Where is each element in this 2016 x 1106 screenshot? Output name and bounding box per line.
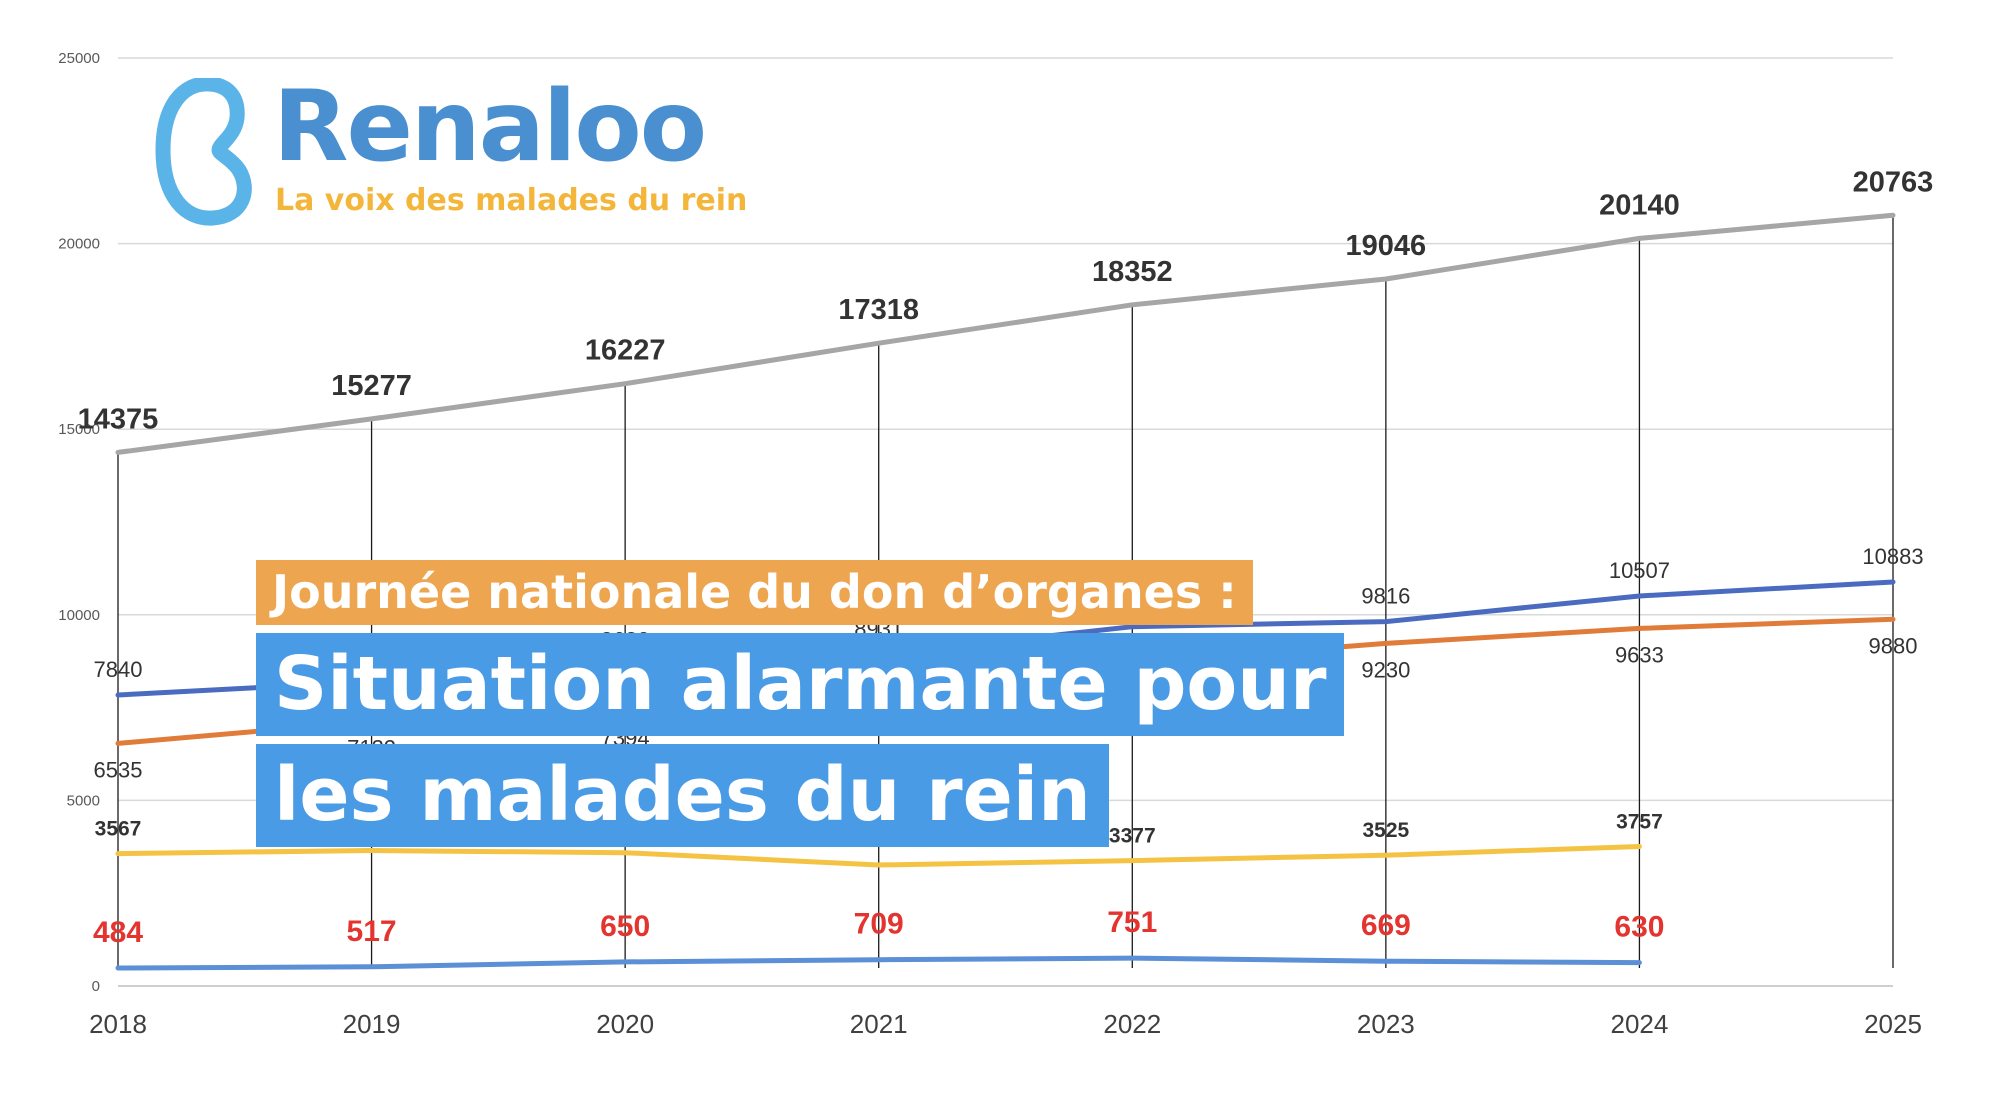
- data-label: 751: [1107, 906, 1157, 939]
- x-tick-label: 2022: [1103, 1009, 1161, 1039]
- data-label: 650: [600, 910, 650, 943]
- y-tick-label: 25000: [58, 50, 100, 67]
- series-line-1: [115, 212, 1896, 455]
- data-label: 14375: [78, 403, 159, 435]
- data-label: 16227: [585, 335, 666, 367]
- data-label: 484: [93, 916, 143, 949]
- data-label: 15277: [331, 370, 412, 402]
- data-label: 20140: [1599, 189, 1680, 221]
- kidney-logo-icon: [155, 78, 252, 226]
- data-label: 20763: [1853, 166, 1934, 198]
- x-tick-label: 2025: [1864, 1009, 1922, 1039]
- x-tick-label: 2021: [850, 1009, 908, 1039]
- data-label: 3567: [95, 818, 142, 841]
- data-label: 17318: [838, 294, 919, 326]
- data-label: 9633: [1615, 642, 1664, 667]
- data-label: 3377: [1109, 825, 1156, 848]
- data-label: 9816: [1361, 584, 1410, 609]
- data-label: 18352: [1092, 256, 1173, 288]
- logo-tagline: La voix des malades du rein: [275, 183, 748, 218]
- data-label: 19046: [1346, 230, 1427, 262]
- renaloo-logo: Renaloo La voix des malades du rein: [155, 78, 747, 228]
- y-tick-label: 0: [92, 978, 100, 995]
- data-label: 7840: [94, 657, 143, 682]
- data-label: 630: [1614, 911, 1664, 944]
- x-tick-label: 2020: [596, 1009, 654, 1039]
- x-tick-label: 2018: [89, 1009, 147, 1039]
- series-line-5: [115, 955, 1642, 971]
- data-label: 3525: [1362, 819, 1409, 842]
- series-line-4: [115, 844, 1642, 868]
- data-label: 6535: [94, 757, 143, 782]
- y-tick-label: 10000: [58, 607, 100, 624]
- data-label: 10883: [1862, 544, 1923, 569]
- y-tick-label: 15000: [58, 421, 100, 438]
- data-label: 3757: [1616, 811, 1663, 834]
- data-label: 669: [1361, 909, 1411, 942]
- data-label: 9880: [1869, 633, 1918, 658]
- data-label: 10507: [1609, 558, 1670, 583]
- logo-name: Renaloo: [273, 70, 707, 184]
- data-label: 709: [854, 908, 904, 941]
- data-label: 517: [347, 915, 397, 948]
- banner-title-line-2: les malades du rein: [256, 744, 1109, 847]
- x-tick-label: 2024: [1611, 1009, 1669, 1039]
- data-label: 9230: [1361, 657, 1410, 682]
- y-tick-label: 20000: [58, 236, 100, 253]
- x-tick-label: 2023: [1357, 1009, 1415, 1039]
- x-tick-label: 2019: [343, 1009, 401, 1039]
- y-tick-label: 5000: [67, 792, 100, 809]
- banner-title-line-1: Situation alarmante pour: [256, 633, 1345, 736]
- banner-subtitle: Journée nationale du don d’organes :: [256, 560, 1253, 625]
